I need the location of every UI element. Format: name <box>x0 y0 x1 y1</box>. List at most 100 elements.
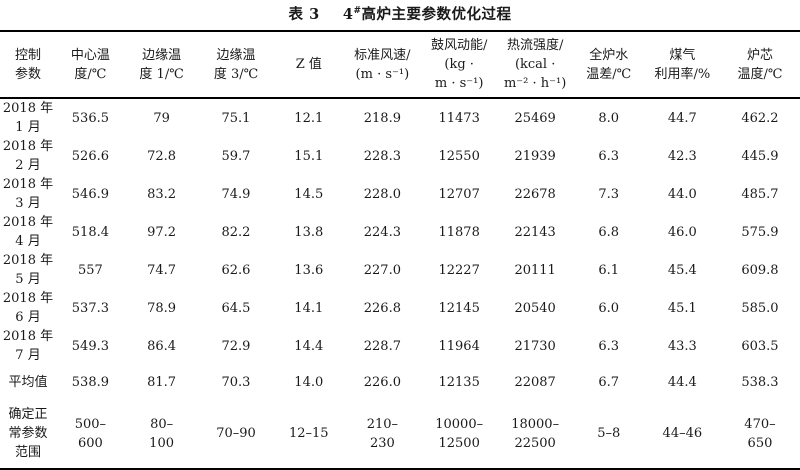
table-row: 2018 年 7 月 549.3 86.4 72.9 14.4 228.7 11964 217… <box>0 327 800 365</box>
cell: 45.4 <box>667 262 697 278</box>
cell: 12135 <box>438 375 480 390</box>
cell: 82.2 <box>221 224 251 240</box>
cell: 14.4 <box>294 338 324 354</box>
table-number-label: 表 3 <box>288 6 320 23</box>
cell: 5–8 <box>597 426 621 441</box>
cell: 12707 <box>438 186 480 202</box>
header-edge-temperature-3: 边缘温 度 3/℃ <box>198 31 274 99</box>
cell: 585.0 <box>741 300 779 316</box>
cell: 526.6 <box>71 148 109 164</box>
cell: 12.1 <box>294 110 324 126</box>
cell: 7.3 <box>598 186 620 202</box>
cell: 12–15 <box>288 426 329 441</box>
cell: 22143 <box>514 224 556 240</box>
cell: 228.7 <box>363 338 401 354</box>
cell: 86.4 <box>147 338 177 354</box>
cell: 44.0 <box>667 186 697 202</box>
row-label: 2018 年 6 月 <box>2 291 54 325</box>
cell: 226.0 <box>363 375 401 390</box>
cell: 46.0 <box>667 224 697 240</box>
header-z-value: Z 值 <box>273 31 344 99</box>
cell: 44.7 <box>667 110 697 126</box>
header-center-temperature: 中心温 度/℃ <box>56 31 125 99</box>
table-title-text: 高炉主要参数优化过程 <box>361 6 512 23</box>
cell: 536.5 <box>71 110 109 126</box>
header-standard-wind-speed: 标准风速/ (m · s⁻¹) <box>343 31 421 99</box>
cell: 64.5 <box>221 300 251 316</box>
cell: 74.9 <box>221 186 251 202</box>
cell: 80– 100 <box>149 416 174 451</box>
table-row: 2018 年 2 月 526.6 72.8 59.7 15.1 228.3 12550 219… <box>0 137 800 175</box>
cell: 21939 <box>514 148 556 164</box>
cell: 6.0 <box>598 300 620 316</box>
cell: 13.8 <box>294 224 324 240</box>
cell: 224.3 <box>363 224 401 240</box>
table-row: 平均值 538.9 81.7 70.3 14.0 226.0 12135 22087 6.7 44… <box>0 365 800 400</box>
cell: 228.3 <box>363 148 401 164</box>
row-label: 2018 年 1 月 <box>2 101 54 135</box>
table-row: 确定正 常参数 范围 500– 600 80– 100 70–90 12–15 210– … <box>0 400 800 469</box>
cell: 45.1 <box>667 300 697 316</box>
cell: 218.9 <box>363 110 401 126</box>
cell: 59.7 <box>221 148 251 164</box>
cell: 62.6 <box>221 262 251 278</box>
cell: 70.3 <box>221 375 251 390</box>
cell: 445.9 <box>741 148 779 164</box>
cell: 12227 <box>438 262 480 278</box>
cell: 20111 <box>514 262 556 278</box>
cell: 14.1 <box>294 300 324 316</box>
header-row: 控制 参数 中心温 度/℃ 边缘温 度 1/℃ 边缘温 度 3/℃ Z 值 标准… <box>0 31 800 99</box>
cell: 78.9 <box>147 300 177 316</box>
cell: 13.6 <box>294 262 324 278</box>
cell: 6.7 <box>598 375 620 390</box>
header-furnace-core-temp: 炉芯 温度/℃ <box>719 31 800 99</box>
cell: 14.5 <box>294 186 324 202</box>
header-gas-utilization-rate: 煤气 利用率/% <box>644 31 720 99</box>
cell: 538.9 <box>71 375 109 390</box>
header-heat-flow-intensity: 热流强度/ (kcal · m⁻² · h⁻¹) <box>497 31 573 99</box>
header-blast-kinetic-energy: 鼓风动能/ (kg · m · s⁻¹) <box>420 31 498 99</box>
cell: 6.1 <box>598 262 620 278</box>
table-row: 2018 年 1 月 536.5 79 75.1 12.1 218.9 11473 25469… <box>0 98 800 137</box>
header-edge-temperature-1: 边缘温 度 1/℃ <box>124 31 199 99</box>
row-label: 平均值 <box>8 375 48 390</box>
cell: 15.1 <box>294 148 324 164</box>
cell: 557 <box>77 262 103 278</box>
table-row: 2018 年 3 月 546.9 83.2 74.9 14.5 228.0 12707 226… <box>0 175 800 213</box>
cell: 97.2 <box>147 224 177 240</box>
cell: 6.3 <box>598 338 620 354</box>
cell: 43.3 <box>667 338 697 354</box>
header-furnace-water-temp-diff: 全炉水 温差/℃ <box>572 31 645 99</box>
furnace-number: 4 <box>342 6 354 23</box>
table-body: 2018 年 1 月 536.5 79 75.1 12.1 218.9 11473 25469… <box>0 98 800 469</box>
cell: 6.8 <box>598 224 620 240</box>
cell: 44.4 <box>667 375 697 390</box>
cell: 22087 <box>514 375 556 390</box>
cell: 609.8 <box>741 262 779 278</box>
cell: 6.3 <box>598 148 620 164</box>
cell: 42.3 <box>667 148 697 164</box>
cell: 74.7 <box>147 262 177 278</box>
row-label: 2018 年 2 月 <box>2 139 54 173</box>
cell: 83.2 <box>147 186 177 202</box>
cell: 12145 <box>438 300 480 316</box>
table-caption: 表 3 4#高炉主要参数优化过程 <box>0 0 800 30</box>
cell: 11473 <box>438 110 480 126</box>
parameters-table: 控制 参数 中心温 度/℃ 边缘温 度 1/℃ 边缘温 度 3/℃ Z 值 标准… <box>0 30 800 470</box>
furnace-number-superscript: # <box>353 6 362 17</box>
cell: 11878 <box>438 224 480 240</box>
cell: 210– 230 <box>366 416 399 451</box>
cell: 228.0 <box>363 186 401 202</box>
cell: 546.9 <box>71 186 109 202</box>
row-label: 2018 年 7 月 <box>2 329 54 363</box>
cell: 485.7 <box>741 186 779 202</box>
cell: 462.2 <box>741 110 779 126</box>
row-label: 2018 年 5 月 <box>2 253 54 287</box>
cell: 75.1 <box>221 110 251 126</box>
cell: 11964 <box>438 338 480 354</box>
cell: 518.4 <box>71 224 109 240</box>
row-label: 2018 年 3 月 <box>2 177 54 211</box>
table-row: 2018 年 6 月 537.3 78.9 64.5 14.1 226.8 12145 205… <box>0 289 800 327</box>
cell: 72.8 <box>147 148 177 164</box>
